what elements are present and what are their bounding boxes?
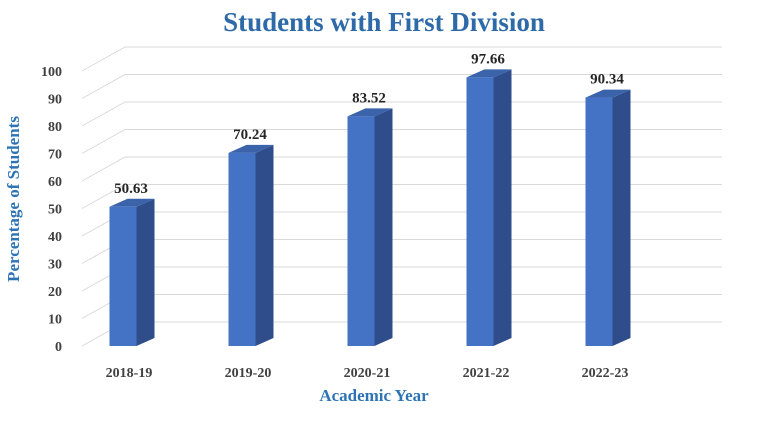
gridline	[81, 184, 722, 209]
bar-top	[347, 108, 393, 117]
bar-side	[255, 144, 274, 346]
data-labels: 50.63 70.24 83.52 97.66 90.34	[114, 51, 624, 196]
bar-front	[585, 97, 613, 346]
x-tick-label: 2021-22	[463, 366, 510, 381]
data-label: 70.24	[233, 127, 267, 143]
bar-front	[466, 77, 494, 346]
data-label: 97.66	[471, 51, 505, 67]
y-tick-label: 60	[48, 175, 62, 190]
y-tick-label: 10	[48, 313, 62, 328]
bar-top	[109, 198, 155, 207]
bar-side	[493, 69, 512, 346]
bar-top	[585, 89, 631, 98]
gridline	[81, 46, 722, 72]
y-tick-label: 70	[48, 148, 62, 163]
y-tick-label: 50	[48, 203, 62, 218]
x-axis-ticks: 2018-19 2019-20 2020-21 2021-22 2022-23	[106, 366, 629, 381]
bars	[109, 69, 631, 346]
y-tick-label: 90	[48, 93, 62, 108]
y-tick-label: 100	[41, 65, 62, 80]
bar-side	[374, 108, 393, 346]
bar-side	[612, 89, 631, 346]
bar-2020-21	[347, 108, 393, 346]
gridline	[81, 156, 722, 182]
x-tick-label: 2018-19	[106, 366, 153, 381]
bar-top	[466, 69, 512, 78]
bar-front	[228, 152, 256, 346]
y-axis-ticks: 0 10 20 30 40 50 60 70 80 90 100	[41, 65, 62, 355]
bar-top	[228, 144, 274, 153]
x-tick-label: 2020-21	[344, 366, 391, 381]
gridline	[81, 74, 722, 99]
y-tick-label: 30	[48, 258, 62, 273]
gridline	[81, 101, 722, 127]
data-label: 50.63	[114, 181, 148, 197]
y-axis-title: Percentage of Students	[4, 116, 23, 282]
data-label: 90.34	[590, 72, 624, 88]
bar-2018-19	[109, 198, 155, 346]
x-axis-title: Academic Year	[319, 386, 429, 405]
bar-front	[109, 206, 137, 346]
chart-title: Students with First Division	[223, 7, 545, 37]
y-tick-label: 40	[48, 230, 62, 245]
data-label: 83.52	[352, 90, 386, 106]
bar-side	[136, 198, 155, 346]
y-tick-label: 0	[55, 340, 62, 355]
gridline	[81, 129, 722, 154]
bar-front	[347, 116, 375, 346]
bar-2022-23	[585, 89, 631, 346]
bar-2021-22	[466, 69, 512, 346]
x-tick-label: 2019-20	[225, 366, 272, 381]
y-tick-label: 80	[48, 120, 62, 135]
y-tick-label: 20	[48, 285, 62, 300]
bar-2019-20	[228, 144, 274, 346]
x-tick-label: 2022-23	[582, 366, 629, 381]
